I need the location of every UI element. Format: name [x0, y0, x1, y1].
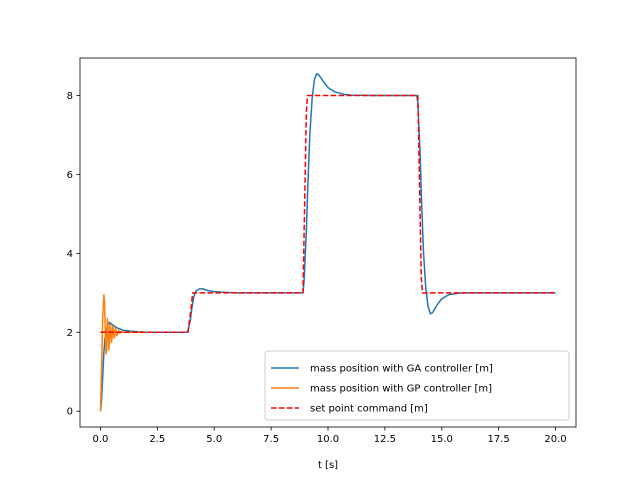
series-line-0: [99, 73, 556, 412]
y-tick-label: 0: [67, 407, 73, 418]
x-tick-label: 20.0: [544, 434, 566, 445]
y-tick-label: 8: [67, 91, 73, 102]
y-tick-label: 6: [67, 170, 73, 181]
x-tick-label: 2.5: [149, 434, 165, 445]
x-tick-label: 12.5: [374, 434, 396, 445]
x-tick-label: 0.0: [93, 434, 109, 445]
y-tick-label: 4: [67, 249, 73, 260]
y-tick-label: 2: [67, 328, 73, 339]
series-line-1: [99, 294, 146, 412]
series-layer: [99, 73, 556, 412]
x-tick-label: 7.5: [263, 434, 279, 445]
x-tick-label: 10.0: [317, 434, 339, 445]
legend-entries: mass position with GA controller [m] mass…: [271, 364, 493, 415]
legend-label-1: mass position with GP controller [m]: [310, 384, 492, 395]
legend-label-0: mass position with GA controller [m]: [310, 364, 493, 375]
x-axis-label: t [s]: [318, 460, 338, 471]
legend: mass position with GA controller [m] mass…: [264, 350, 570, 421]
legend-frame: [264, 350, 570, 421]
x-tick-label: 5.0: [206, 434, 222, 445]
series-line-2: [100, 94, 556, 334]
x-tick-label: 17.5: [488, 434, 510, 445]
x-tick-label: 15.0: [431, 434, 453, 445]
y-axis-ticks: 0 2 4 6 8: [67, 91, 80, 418]
x-axis-ticks: 0.0 2.5 5.0 7.5 10.0 12.5 15.0 17.5 20.0: [93, 427, 567, 445]
legend-label-2: set point command [m]: [310, 404, 428, 415]
